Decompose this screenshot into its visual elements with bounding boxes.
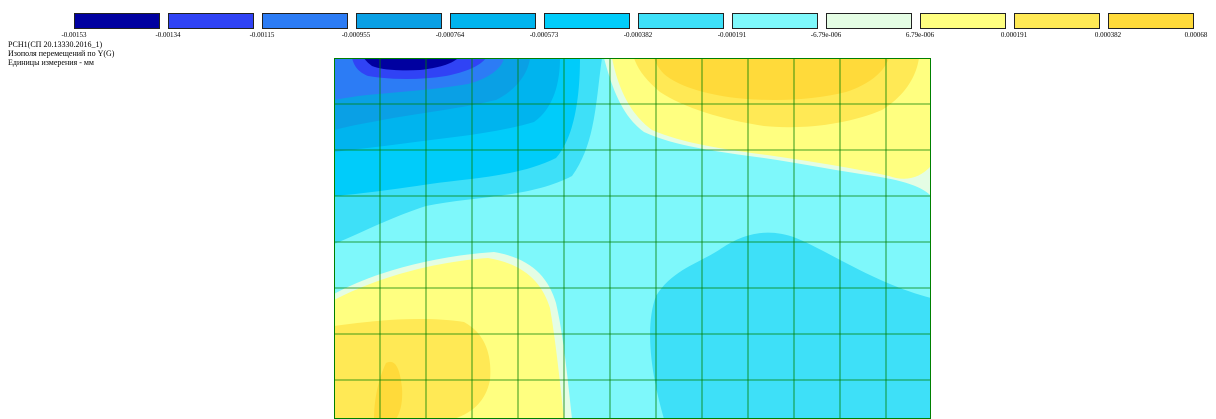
legend-tick-label: -0.000573 — [529, 31, 559, 39]
legend-swatch — [638, 13, 724, 29]
legend-tick-label: 0.000382 — [1094, 31, 1122, 39]
isofield-title: Изополя перемещений по Y(G) — [8, 49, 115, 58]
legend-swatch — [544, 13, 630, 29]
legend-swatch — [450, 13, 536, 29]
plot-info: РСН1(СП 20.13330.2016_1) Изополя перемещ… — [8, 40, 114, 67]
field-pos-low-2 — [334, 319, 491, 419]
legend-swatch — [1108, 13, 1194, 29]
legend-tick-label: 6.79e-006 — [905, 31, 935, 39]
legend-tick-label: 0.000191 — [1000, 31, 1028, 39]
legend-tick-label: -0.00153 — [61, 31, 87, 39]
color-legend: -0.00153 -0.00134 -0.00115 -0.000955 -0.0007… — [0, 0, 1216, 40]
load-case-label: РСН1(СП 20.13330.2016_1) — [8, 40, 103, 49]
legend-swatch — [920, 13, 1006, 29]
isofield-plot — [334, 58, 931, 419]
legend-tick-label: -0.00134 — [155, 31, 181, 39]
legend-tick-label: -0.000191 — [717, 31, 747, 39]
contour-fields — [334, 58, 931, 419]
legend-tick-label: -0.000955 — [341, 31, 371, 39]
legend-tick-label: -0.000382 — [623, 31, 653, 39]
legend-swatch — [826, 13, 912, 29]
field-pos-low-3 — [374, 361, 403, 419]
field-neg-7 — [364, 58, 458, 71]
field-pos-top-3 — [654, 58, 889, 100]
legend-swatch — [732, 13, 818, 29]
legend-swatch — [74, 13, 160, 29]
legend-tick-label: -0.00115 — [249, 31, 275, 39]
legend-tick-label: -6.79e-006 — [810, 31, 842, 39]
mesh-grid — [334, 58, 931, 419]
legend-tick-label: 0.00068 — [1184, 31, 1208, 39]
units-label: Единицы измерения - мм — [8, 58, 94, 67]
legend-tick-label: -0.000764 — [435, 31, 465, 39]
field-neg-lower-right — [650, 232, 931, 419]
legend-swatch — [262, 13, 348, 29]
legend-swatch — [1014, 13, 1100, 29]
legend-swatch — [356, 13, 442, 29]
legend-swatch — [168, 13, 254, 29]
